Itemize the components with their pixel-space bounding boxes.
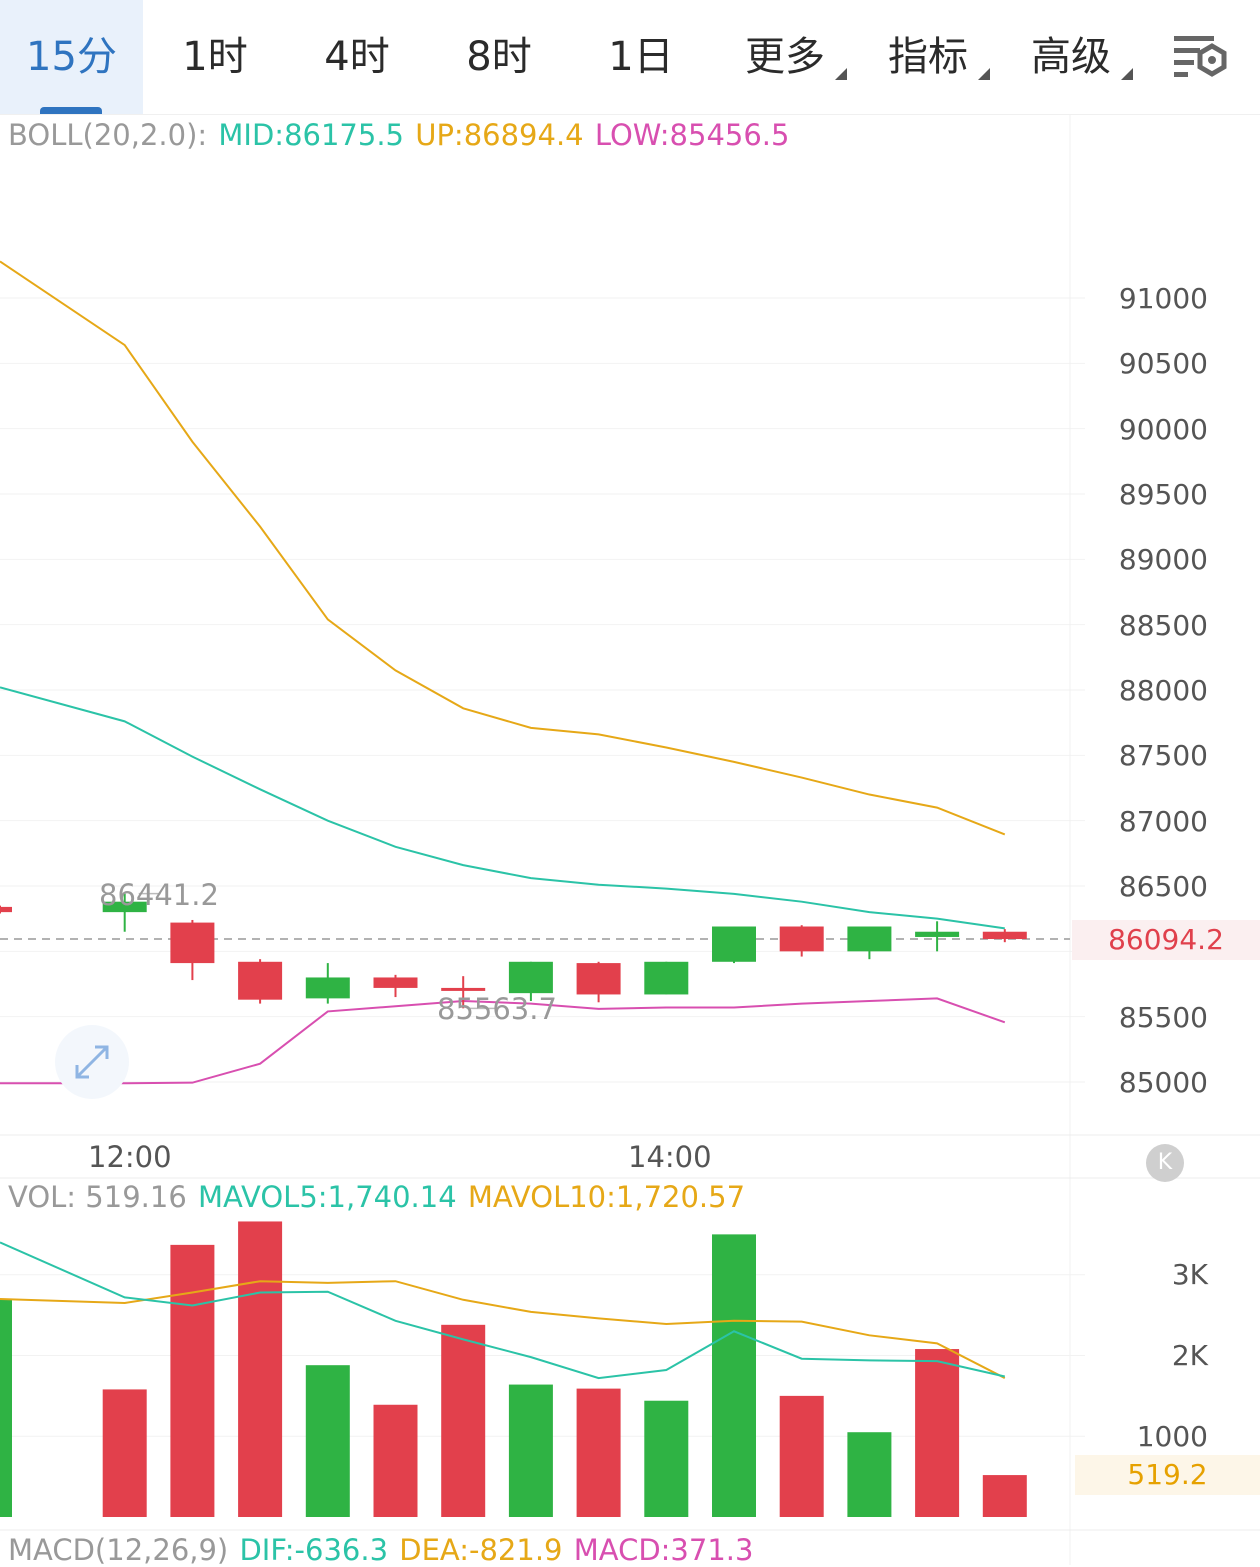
mavol5-value: MAVOL5:1,740.14	[198, 1180, 457, 1214]
price-axis-label: 90000	[1118, 413, 1208, 446]
volume-bar	[982, 1475, 1027, 1517]
timeframe-tabbar: 15分 1时 4时 8时 1日 更多 指标 高级	[0, 0, 1260, 115]
tab-1h[interactable]: 1时	[150, 0, 280, 114]
mavol10-line	[0, 1280, 1006, 1379]
boll-upper-line	[0, 260, 1006, 836]
tab-active-indicator	[40, 107, 102, 114]
price-axis-label: 89500	[1118, 478, 1208, 511]
price-axis-label: 86500	[1118, 870, 1208, 903]
volume-bar	[102, 1389, 147, 1517]
volume-axis-label: 1000	[1136, 1420, 1208, 1453]
expand-icon	[75, 1045, 109, 1079]
volume-bar	[712, 1234, 756, 1517]
time-label: 14:00	[628, 1140, 712, 1174]
candle-body	[779, 926, 824, 952]
candle-body	[305, 977, 350, 999]
macd-dif: DIF:-636.3	[239, 1533, 389, 1567]
tab-advanced[interactable]: 高级	[1016, 0, 1126, 114]
price-axis-label: 90500	[1118, 347, 1208, 380]
mavol10-value: MAVOL10:1,720.57	[467, 1180, 746, 1214]
tab-label: 15分	[26, 34, 117, 80]
volume-axis-label: 3K	[1171, 1258, 1208, 1291]
candle-body	[915, 931, 960, 937]
dropdown-triangle-icon	[835, 68, 847, 80]
boll-mid-line	[0, 686, 1005, 930]
tab-label: 4时	[324, 34, 390, 80]
tab-label: 高级	[1031, 34, 1111, 80]
volume-bar	[305, 1365, 350, 1517]
candle-body	[982, 931, 1027, 940]
candle-body	[508, 961, 553, 994]
price-axis-label: 87000	[1118, 805, 1208, 838]
volume-bar	[0, 1298, 12, 1517]
dropdown-triangle-icon	[978, 68, 990, 80]
volume-bar	[170, 1244, 215, 1517]
macd-legend: MACD(12,26,9) DIF:-636.3 DEA:-821.9 MACD…	[8, 1533, 755, 1567]
volume-bar	[373, 1404, 418, 1517]
tab-15m[interactable]: 15分	[0, 0, 143, 114]
boll-legend: BOLL(20,2.0): MID:86175.5 UP:86894.4 LOW…	[8, 118, 791, 152]
tab-8h[interactable]: 8时	[434, 0, 564, 114]
boll-low: LOW:85456.5	[594, 118, 790, 152]
candle-body	[373, 977, 418, 988]
macd-dea: DEA:-821.9	[399, 1533, 563, 1567]
price-axis-label: 85000	[1118, 1066, 1208, 1099]
volume-bar	[915, 1349, 960, 1517]
volume-bar	[847, 1432, 892, 1517]
low-price-label: 85563.7	[437, 992, 557, 1026]
boll-up: UP:86894.4	[415, 118, 584, 152]
high-price-label: 86441.2	[99, 878, 219, 912]
price-axis-label: 85500	[1118, 1001, 1208, 1034]
tab-indicators[interactable]: 指标	[873, 0, 983, 114]
candle-body	[238, 961, 283, 1000]
mavol5-line	[0, 1241, 1006, 1380]
boll-lower-line	[0, 997, 1006, 1085]
vol-prefix: VOL: 519.16	[8, 1180, 187, 1214]
skip-back-icon: K	[1157, 1150, 1173, 1175]
tab-1d[interactable]: 1日	[576, 0, 706, 114]
volume-bar	[576, 1388, 621, 1517]
candle-body	[170, 922, 215, 964]
tab-label: 8时	[466, 34, 532, 80]
candle-body	[576, 963, 621, 995]
candle-body	[712, 926, 756, 962]
volume-bar	[238, 1221, 283, 1517]
volume-axis-label: 2K	[1171, 1339, 1208, 1372]
price-axis-label: 88000	[1118, 674, 1208, 707]
fullscreen-button[interactable]	[55, 1025, 129, 1099]
price-axis-label: 91000	[1118, 282, 1208, 315]
boll-mid: MID:86175.5	[218, 118, 404, 152]
volume-bar	[441, 1324, 486, 1517]
macd-prefix: MACD(12,26,9)	[8, 1533, 229, 1567]
volume-bar	[644, 1400, 689, 1517]
tab-label: 1日	[608, 34, 674, 80]
current-volume-tag: 519.2	[1075, 1455, 1260, 1495]
tab-label: 指标	[888, 34, 968, 80]
tab-4h[interactable]: 4时	[292, 0, 422, 114]
volume-bar	[508, 1384, 553, 1517]
candle-body	[0, 906, 12, 913]
candle-body	[441, 987, 486, 991]
volume-bar	[779, 1395, 824, 1517]
dropdown-triangle-icon	[1121, 68, 1133, 80]
chart-settings-icon[interactable]	[1170, 30, 1230, 90]
price-axis-label: 88500	[1118, 609, 1208, 642]
candle-body	[847, 926, 892, 952]
candle-body	[644, 961, 689, 995]
vol-legend: VOL: 519.16 MAVOL5:1,740.14 MAVOL10:1,72…	[8, 1180, 747, 1214]
price-axis-label: 89000	[1118, 543, 1208, 576]
scroll-to-latest-button[interactable]: K	[1146, 1144, 1184, 1182]
current-price-tag: 86094.2	[1072, 920, 1260, 960]
tab-more[interactable]: 更多	[730, 0, 840, 114]
time-label: 12:00	[88, 1140, 172, 1174]
boll-prefix: BOLL(20,2.0):	[8, 118, 208, 152]
tab-label: 更多	[745, 34, 825, 80]
candle-body	[102, 901, 147, 913]
macd-value: MACD:371.3	[573, 1533, 754, 1567]
tab-label: 1时	[182, 34, 248, 80]
price-axis-label: 87500	[1118, 739, 1208, 772]
